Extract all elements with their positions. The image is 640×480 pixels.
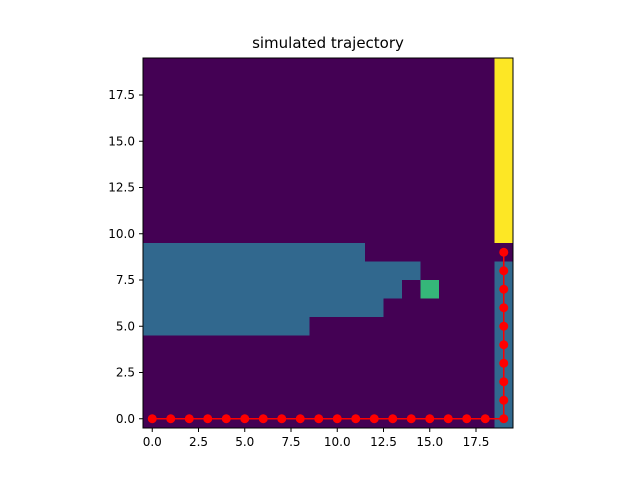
- trajectory-point: [332, 414, 342, 424]
- trajectory-point: [184, 414, 194, 424]
- x-tick-label: 7.5: [281, 435, 300, 449]
- heatmap-cells: [143, 58, 513, 428]
- trajectory-point: [499, 266, 509, 276]
- heatmap-cell-region: [143, 317, 310, 336]
- heatmap-cell-region: [143, 298, 384, 317]
- x-axis: 0.0 2.5 5.0 7.5 10.0 12.5 15.0 17.5: [143, 428, 490, 449]
- trajectory-point: [499, 321, 509, 331]
- trajectory-point: [351, 414, 361, 424]
- trajectory-point: [425, 414, 435, 424]
- trajectory-point: [499, 247, 509, 257]
- chart-title: simulated trajectory: [252, 34, 404, 52]
- x-tick-label: 12.5: [370, 435, 397, 449]
- trajectory-point: [443, 414, 453, 424]
- heatmap-cell-wall: [494, 58, 513, 243]
- y-tick-label: 2.5: [116, 366, 135, 380]
- trajectory-point: [314, 414, 324, 424]
- y-tick-label: 5.0: [116, 319, 135, 333]
- trajectory-point: [369, 414, 379, 424]
- heatmap-cell-region: [143, 261, 421, 280]
- trajectory-point: [499, 377, 509, 387]
- plot-frame: [142, 57, 514, 429]
- trajectory-point: [406, 414, 416, 424]
- y-tick-label: 0.0: [116, 412, 135, 426]
- trajectory-point: [480, 414, 490, 424]
- y-tick-label: 17.5: [108, 88, 135, 102]
- trajectory-point: [277, 414, 287, 424]
- x-tick-label: 17.5: [463, 435, 490, 449]
- trajectory-point: [499, 395, 509, 405]
- trajectory-point: [499, 303, 509, 313]
- y-tick-label: 7.5: [116, 273, 135, 287]
- trajectory-point: [240, 414, 250, 424]
- x-tick-label: 2.5: [189, 435, 208, 449]
- trajectory-point: [203, 414, 213, 424]
- trajectory-point: [499, 414, 509, 424]
- trajectory-point: [147, 414, 157, 424]
- y-tick-label: 15.0: [108, 134, 135, 148]
- trajectory-point: [499, 358, 509, 368]
- y-axis: 0.0 2.5 5.0 7.5 10.0 12.5 15.0 17.5: [108, 88, 143, 426]
- trajectory-point: [221, 414, 231, 424]
- x-tick-label: 0.0: [143, 435, 162, 449]
- trajectory-point: [258, 414, 268, 424]
- x-tick-label: 5.0: [235, 435, 254, 449]
- trajectory-point: [388, 414, 398, 424]
- trajectory-point: [295, 414, 305, 424]
- trajectory-point: [166, 414, 176, 424]
- trajectory-point: [499, 284, 509, 294]
- x-tick-label: 15.0: [416, 435, 443, 449]
- y-tick-label: 12.5: [108, 181, 135, 195]
- heatmap-cell-goal: [420, 280, 439, 299]
- heatmap-cell-region: [143, 280, 402, 299]
- trajectory-point: [499, 340, 509, 350]
- x-tick-label: 10.0: [324, 435, 351, 449]
- heatmap-cell-region: [143, 243, 365, 262]
- trajectory: [147, 247, 509, 424]
- trajectory-point: [462, 414, 472, 424]
- y-tick-label: 10.0: [108, 227, 135, 241]
